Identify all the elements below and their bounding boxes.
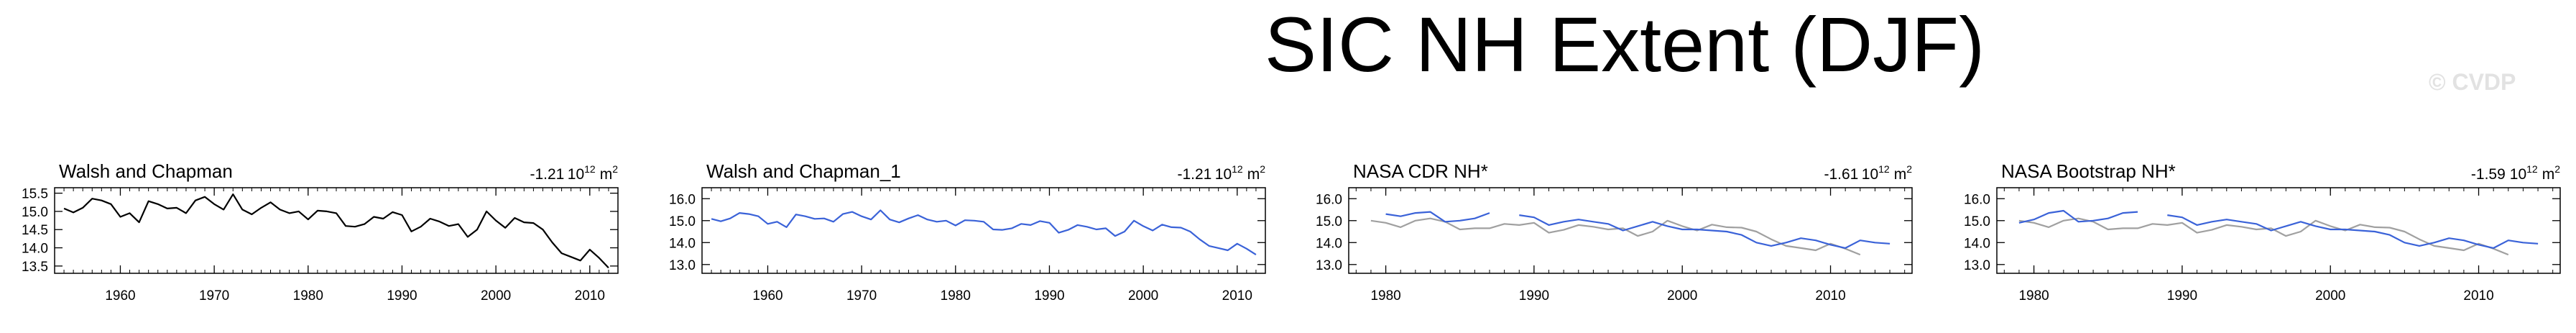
chart-panel-3: 1980 1990 2000 2010 13.0 14.0 15.0 16.0 NASA CDR… — [1316, 160, 1913, 304]
y-tick-label: 15.0 — [1316, 214, 1342, 229]
trend-label: -1.59 1012 m2 — [2471, 163, 2560, 183]
cvdp-watermark: © CVDP — [2429, 69, 2516, 95]
x-tick-label: 1990 — [1519, 288, 1549, 304]
series-line-1 — [2018, 217, 2509, 256]
plot-frame — [54, 187, 619, 274]
panel-title: Walsh and Chapman_1 — [706, 160, 901, 182]
y-tick-label: 15.5 — [22, 187, 48, 202]
y-tick-label: 16.0 — [669, 192, 696, 207]
panel-title: NASA CDR NH* — [1353, 160, 1488, 182]
y-tick-label: 14.0 — [669, 236, 696, 251]
trend-label: -1.61 1012 m2 — [1824, 163, 1912, 183]
y-tick-label: 14.0 — [1316, 236, 1342, 251]
x-tick-label: 1960 — [105, 288, 135, 304]
trend-unit-exp: 12 — [2526, 163, 2538, 175]
trend-unit-m-exp: 2 — [1906, 163, 1912, 175]
y-tick-label: 14.0 — [22, 242, 48, 257]
trend-label: -1.21 1012 m2 — [1177, 163, 1265, 183]
trend-unit-base: 10 — [568, 166, 584, 183]
y-tick-label: 15.0 — [669, 214, 696, 229]
trend-unit-exp: 12 — [1878, 163, 1890, 175]
trend-unit-base: 10 — [1862, 166, 1878, 183]
y-tick-label: 15.0 — [22, 205, 48, 220]
x-tick-label: 1960 — [752, 288, 783, 304]
panel-title: Walsh and Chapman — [59, 160, 233, 182]
y-tick-label: 16.0 — [1964, 192, 1990, 207]
y-tick-label: 16.0 — [1316, 192, 1342, 207]
trend-value: -1.59 — [2471, 166, 2506, 183]
series-line-3 — [2167, 214, 2539, 249]
x-tick-label: 1980 — [293, 288, 323, 304]
series-line-1 — [711, 209, 1257, 256]
chart-panel-4: 1980 1990 2000 2010 13.0 14.0 15.0 16.0 NASA Boo… — [1964, 160, 2561, 304]
chart-panel-1: 1960 1970 1980 1990 2000 2010 13.5 14.0 14.5 15.0… — [22, 160, 619, 304]
trend-unit-m-exp: 2 — [1260, 163, 1265, 175]
x-tick-label: 2000 — [1128, 288, 1158, 304]
trend-value: -1.21 — [530, 166, 563, 183]
trend-value: -1.21 — [1177, 166, 1211, 183]
trend-unit-m-exp: 2 — [2554, 163, 2560, 175]
x-tick-label: 2010 — [575, 288, 605, 304]
trend-unit-base: 10 — [2510, 166, 2526, 183]
trend-unit-m-exp: 2 — [612, 163, 618, 175]
series-line-3 — [1519, 214, 1891, 249]
trend-unit-exp: 12 — [584, 163, 596, 175]
y-tick-label: 13.0 — [1964, 258, 1990, 273]
chart-panel-2: 1960 1970 1980 1990 2000 2010 13.0 14.0 15.0 16.0… — [669, 160, 1266, 304]
x-tick-label: 1980 — [1370, 288, 1400, 304]
trend-label: -1.21 1012 m2 — [530, 163, 618, 183]
x-tick-label: 1990 — [387, 288, 417, 304]
x-tick-label: 1990 — [1034, 288, 1064, 304]
trend-unit-m: m — [600, 166, 613, 183]
x-tick-label: 1980 — [941, 288, 971, 304]
x-tick-label: 2000 — [1667, 288, 1697, 304]
y-tick-label: 15.0 — [1964, 214, 1990, 229]
panel-title: NASA Bootstrap NH* — [2001, 160, 2176, 182]
x-tick-label: 2010 — [1815, 288, 1845, 304]
series-line-2 — [1385, 211, 1490, 223]
x-tick-label: 2010 — [2463, 288, 2493, 304]
y-tick-label: 13.0 — [1316, 258, 1342, 273]
series-line-1 — [1370, 217, 1861, 256]
x-tick-label: 1990 — [2167, 288, 2197, 304]
trend-unit-base: 10 — [1215, 166, 1232, 183]
series-line-2 — [2018, 209, 2138, 224]
plot-frame — [701, 187, 1266, 274]
y-tick-label: 14.5 — [22, 223, 48, 238]
x-tick-label: 2010 — [1222, 288, 1252, 304]
figure-title: SIC NH Extent (DJF) — [1265, 1, 1985, 88]
x-tick-label: 2000 — [2315, 288, 2345, 304]
x-tick-label: 2000 — [481, 288, 511, 304]
trend-unit-m: m — [1894, 166, 1907, 183]
plot-frame — [1996, 187, 2561, 274]
x-tick-label: 1970 — [846, 288, 877, 304]
y-tick-label: 13.0 — [669, 258, 696, 273]
y-tick-label: 14.0 — [1964, 236, 1990, 251]
trend-unit-exp: 12 — [1232, 163, 1243, 175]
plot-frame — [1348, 187, 1913, 274]
x-tick-label: 1970 — [199, 288, 229, 304]
trend-unit-m: m — [1247, 166, 1260, 183]
x-tick-label: 1980 — [2018, 288, 2049, 304]
trend-value: -1.61 — [1824, 166, 1857, 183]
trend-unit-m: m — [2542, 166, 2555, 183]
y-tick-label: 13.5 — [22, 260, 48, 275]
series-line-1 — [63, 193, 609, 269]
